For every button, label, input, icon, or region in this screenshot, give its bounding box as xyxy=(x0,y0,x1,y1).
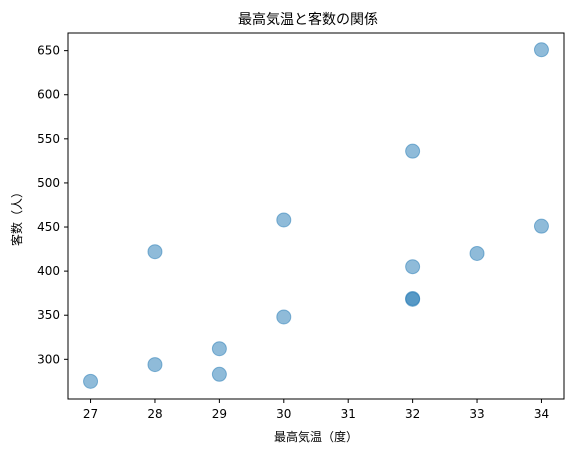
x-tick-label: 28 xyxy=(147,407,162,421)
plot-area-frame xyxy=(67,32,565,400)
y-tick-label: 300 xyxy=(37,352,60,366)
y-tick-label: 650 xyxy=(37,44,60,58)
x-axis: 27 28 29 30 31 32 33 34 xyxy=(83,399,549,421)
y-axis-label: 客数（人） xyxy=(9,186,24,246)
y-tick-label: 600 xyxy=(37,88,60,102)
data-point xyxy=(147,357,163,373)
data-point xyxy=(83,373,99,389)
data-point xyxy=(405,143,421,159)
data-point xyxy=(211,366,227,382)
x-tick-label: 31 xyxy=(341,407,356,421)
x-tick-label: 29 xyxy=(212,407,227,421)
x-tick-label: 30 xyxy=(276,407,291,421)
data-points xyxy=(83,42,549,389)
y-axis: 300 350 400 450 500 550 600 650 xyxy=(37,44,68,366)
data-point xyxy=(405,291,421,307)
chart-title: 最高気温と客数の関係 xyxy=(238,11,378,28)
y-tick-label: 550 xyxy=(37,132,60,146)
x-axis-label: 最高気温（度） xyxy=(274,429,358,444)
data-point xyxy=(211,341,227,357)
y-tick-label: 400 xyxy=(37,264,60,278)
data-point xyxy=(533,42,549,58)
y-tick-label: 450 xyxy=(37,220,60,234)
x-tick-label: 33 xyxy=(469,407,484,421)
x-tick-label: 34 xyxy=(534,407,549,421)
y-tick-label: 500 xyxy=(37,176,60,190)
data-point xyxy=(276,309,292,325)
data-point xyxy=(469,245,485,261)
data-point xyxy=(276,212,292,228)
data-point xyxy=(405,259,421,275)
x-tick-label: 27 xyxy=(83,407,98,421)
x-tick-label: 32 xyxy=(405,407,420,421)
data-point xyxy=(533,218,549,234)
y-tick-label: 350 xyxy=(37,308,60,322)
data-point xyxy=(147,244,163,260)
